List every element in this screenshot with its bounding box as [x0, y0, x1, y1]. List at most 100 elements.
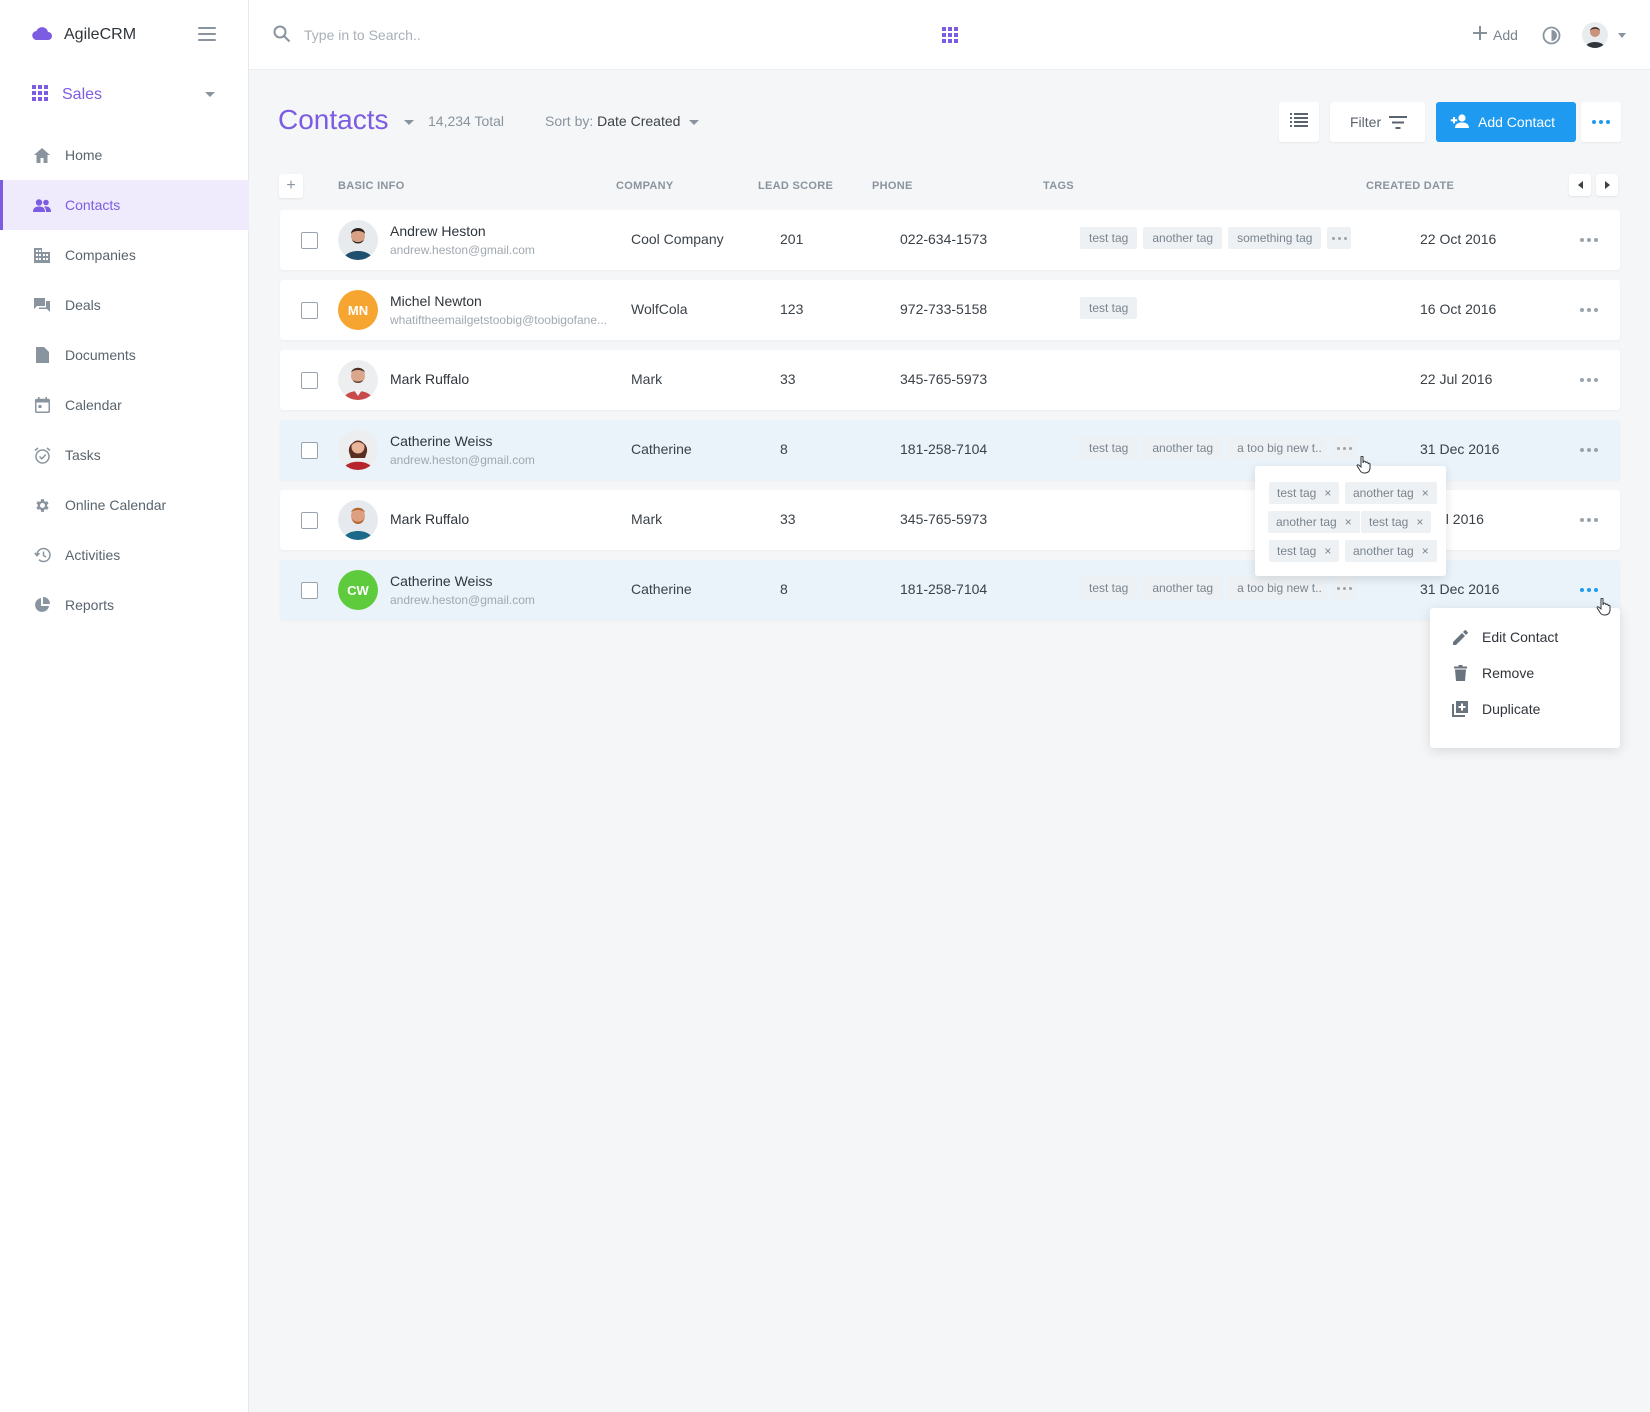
close-icon[interactable]: ×	[1421, 544, 1429, 558]
sidebar-item-label: Companies	[65, 247, 136, 263]
contact-company: WolfCola	[631, 301, 688, 317]
row-checkbox[interactable]	[301, 372, 318, 389]
row-checkbox[interactable]	[301, 442, 318, 459]
tag[interactable]: test tag ×	[1269, 540, 1340, 562]
row-checkbox[interactable]	[301, 232, 318, 249]
module-switcher[interactable]: Sales	[32, 82, 217, 108]
row-checkbox[interactable]	[301, 582, 318, 599]
home-icon	[33, 146, 51, 164]
row-actions-button[interactable]	[1580, 378, 1598, 382]
menu-toggle-icon[interactable]	[198, 27, 216, 41]
tag-label: another tag	[1353, 486, 1414, 500]
tags-list: test tag another tag a too big new t..	[1080, 437, 1357, 459]
table-row[interactable]: MN Michel Newton whatiftheemailgetstoobi…	[280, 280, 1620, 340]
column-created-date[interactable]: Created Date	[1366, 180, 1455, 192]
tag[interactable]: test tag	[1080, 227, 1138, 249]
tag[interactable]: another tag ×	[1345, 482, 1437, 504]
sidebar-item-contacts[interactable]: Contacts	[0, 180, 249, 230]
sidebar-item-documents[interactable]: Documents	[0, 330, 249, 380]
duplicate-menu-item[interactable]: Duplicate	[1452, 697, 1540, 721]
tag[interactable]: another tag	[1143, 437, 1223, 459]
sidebar-item-tasks[interactable]: Tasks	[0, 430, 249, 480]
table-row[interactable]: Mark Ruffalo Mark 33 345-765-5973 22 Jul…	[280, 350, 1620, 410]
filter-button[interactable]: Filter	[1330, 102, 1425, 142]
row-actions-button[interactable]	[1580, 518, 1598, 522]
add-contact-button[interactable]: Add Contact	[1436, 102, 1576, 142]
tag[interactable]: a too big new t..	[1228, 437, 1327, 459]
sidebar-item-home[interactable]: Home	[0, 130, 249, 180]
column-basic-info[interactable]: Basic Info	[338, 180, 405, 192]
sidebar-item-companies[interactable]: Companies	[0, 230, 249, 280]
contact-name[interactable]: Catherine Weiss	[390, 433, 493, 449]
close-icon[interactable]: ×	[1421, 486, 1429, 500]
sidebar-item-deals[interactable]: Deals	[0, 280, 249, 330]
more-horizontal-icon	[1580, 378, 1598, 382]
close-icon[interactable]: ×	[1324, 544, 1332, 558]
contact-name[interactable]: Catherine Weiss	[390, 573, 493, 589]
close-icon[interactable]: ×	[1324, 486, 1332, 500]
edit-contact-menu-item[interactable]: Edit Contact	[1452, 625, 1558, 649]
tag[interactable]: another tag ×	[1345, 540, 1437, 562]
sidebar-item-activities[interactable]: Activities	[0, 530, 249, 580]
search-input[interactable]	[304, 22, 704, 48]
sidebar-item-reports[interactable]: Reports	[0, 580, 249, 630]
table-header: + Basic Info Company Lead Score Phone Ta…	[279, 174, 1619, 198]
tag[interactable]: a too big new t..	[1228, 577, 1327, 599]
contact-phone: 972-733-5158	[900, 301, 988, 317]
tag[interactable]: another tag	[1143, 227, 1223, 249]
tag[interactable]: test tag ×	[1269, 482, 1340, 504]
remove-menu-item[interactable]: Remove	[1452, 661, 1534, 685]
more-horizontal-icon	[1331, 236, 1347, 240]
scroll-right-button[interactable]	[1596, 174, 1618, 196]
sidebar-item-calendar[interactable]: Calendar	[0, 380, 249, 430]
column-company[interactable]: Company	[616, 180, 674, 192]
column-lead-score[interactable]: Lead Score	[758, 180, 834, 192]
caret-down-icon[interactable]	[689, 120, 699, 125]
row-actions-button[interactable]	[1580, 238, 1598, 242]
tag[interactable]: something tag	[1228, 227, 1322, 249]
quick-add-button[interactable]: Add	[1473, 22, 1518, 48]
contact-name[interactable]: Mark Ruffalo	[390, 511, 470, 527]
close-icon[interactable]: ×	[1416, 515, 1424, 529]
tag[interactable]: another tag ×	[1268, 511, 1360, 533]
column-tags[interactable]: Tags	[1043, 180, 1074, 192]
tag[interactable]: test tag	[1080, 437, 1138, 459]
more-actions-button[interactable]	[1581, 102, 1621, 142]
tag[interactable]: test tag	[1080, 577, 1138, 599]
contact-name[interactable]: Michel Newton	[390, 293, 482, 309]
sidebar-item-online-calendar[interactable]: Online Calendar	[0, 480, 249, 530]
contact-company: Mark	[631, 371, 663, 387]
row-actions-button[interactable]	[1580, 308, 1598, 312]
brand[interactable]: AgileCRM	[32, 22, 136, 48]
close-icon[interactable]: ×	[1344, 515, 1352, 529]
tag[interactable]: test tag ×	[1361, 511, 1432, 533]
more-tags-button[interactable]	[1327, 227, 1352, 249]
caret-down-icon[interactable]	[1618, 33, 1626, 38]
row-checkbox[interactable]	[301, 512, 318, 529]
user-avatar[interactable]	[1582, 22, 1608, 48]
tag[interactable]: test tag	[1080, 297, 1138, 319]
sidebar-item-label: Documents	[65, 347, 136, 363]
more-tags-button[interactable]	[1332, 437, 1357, 459]
apps-grid-icon[interactable]	[942, 27, 958, 43]
list-view-button[interactable]	[1279, 102, 1319, 142]
theme-toggle-icon[interactable]	[1542, 26, 1561, 45]
row-checkbox[interactable]	[301, 302, 318, 319]
more-horizontal-icon	[1592, 120, 1610, 124]
row-actions-button[interactable]	[1580, 588, 1598, 592]
caret-down-icon[interactable]	[404, 120, 414, 125]
more-tags-button[interactable]	[1332, 577, 1357, 599]
hand-cursor-icon	[1356, 455, 1372, 474]
sort-dropdown[interactable]: Sort by: Date Created	[545, 113, 680, 129]
tag[interactable]: another tag	[1143, 577, 1223, 599]
add-column-button[interactable]: +	[279, 174, 303, 198]
pencil-icon	[1452, 629, 1468, 645]
table-row[interactable]: Andrew Heston andrew.heston@gmail.com Co…	[280, 210, 1620, 270]
sidebar-item-label: Tasks	[65, 447, 101, 463]
scroll-left-button[interactable]	[1569, 174, 1591, 196]
contact-name[interactable]: Mark Ruffalo	[390, 371, 470, 387]
contact-name[interactable]: Andrew Heston	[390, 223, 486, 239]
column-phone[interactable]: Phone	[872, 180, 913, 192]
table-row[interactable]: Catherine Weiss andrew.heston@gmail.com …	[280, 420, 1620, 480]
row-actions-button[interactable]	[1580, 448, 1598, 452]
